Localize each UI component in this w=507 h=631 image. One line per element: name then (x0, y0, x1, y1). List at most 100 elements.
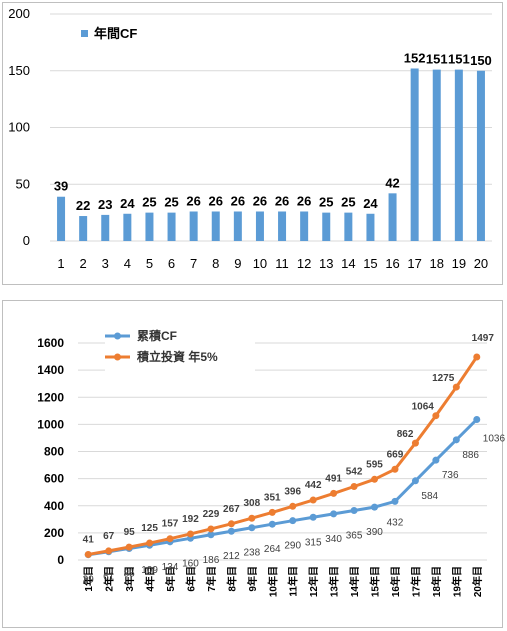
investment-data-label: 862 (397, 429, 414, 440)
cumulative-cf-point (207, 531, 215, 539)
legend-label: 累積CF (137, 328, 177, 343)
cumulative-cf-data-label: 315 (305, 537, 322, 548)
y-tick-label: 150 (8, 63, 30, 78)
x-tick-label: 19 (452, 256, 466, 271)
x-tick-label: 11年目 (287, 566, 300, 597)
bar-data-label: 26 (253, 193, 267, 208)
bar-data-label: 25 (142, 195, 156, 210)
investment-data-label: 192 (182, 514, 199, 525)
investment-data-label: 669 (387, 449, 404, 460)
investment-point (268, 508, 276, 516)
investment-point (452, 383, 460, 391)
legend-marker-cumulative (114, 332, 121, 340)
bar (123, 213, 132, 241)
bar-data-label: 22 (76, 198, 90, 213)
investment-point (146, 539, 154, 547)
x-tick-label: 16 (385, 256, 399, 271)
x-tick-label: 17 (407, 256, 421, 271)
cumulative-cf-point (432, 456, 440, 464)
bar-data-label: 26 (275, 193, 289, 208)
bar-data-label: 26 (297, 193, 311, 208)
x-tick-label: 6 (168, 256, 175, 271)
bar (476, 70, 485, 241)
x-tick-label: 12 (297, 256, 311, 271)
x-tick-label: 10年目 (266, 566, 279, 597)
x-tick-label: 9 (234, 256, 241, 271)
x-tick-label: 1年目 (82, 566, 95, 592)
x-tick-label: 17年目 (409, 566, 422, 597)
investment-point (186, 530, 194, 538)
investment-data-label: 595 (366, 459, 383, 470)
cumulative-cf-data-label: 290 (284, 541, 301, 552)
cumulative-cf-data-label: 61 (103, 572, 115, 583)
investment-data-label: 396 (284, 486, 301, 497)
cumulative-cf-data-label: 365 (346, 530, 363, 541)
bar (344, 212, 353, 241)
investment-point (411, 439, 419, 447)
bar-data-label: 25 (341, 195, 355, 210)
investment-data-label: 308 (243, 498, 260, 509)
bar-data-label: 25 (319, 195, 333, 210)
x-tick-label: 18年目 (430, 566, 443, 597)
cumulative-cf-point (309, 513, 317, 521)
x-tick-label: 15年目 (369, 566, 382, 597)
bar (145, 212, 154, 241)
cumulative-cf-data-label: 584 (421, 491, 438, 502)
x-tick-label: 10 (253, 256, 267, 271)
investment-data-label: 229 (203, 509, 220, 520)
bar-data-label: 151 (448, 52, 470, 67)
x-tick-label: 13年目 (328, 566, 341, 597)
cumulative-cf-data-label: 85 (124, 568, 136, 579)
cumulative-cf-point (411, 477, 419, 485)
cumulative-cf-data-label: 39 (83, 575, 95, 586)
investment-point (371, 475, 379, 483)
bar (410, 68, 419, 241)
bar (432, 69, 441, 242)
bar (278, 211, 287, 241)
investment-point (432, 412, 440, 420)
cumulative-cf-data-label: 264 (264, 544, 281, 555)
bar (388, 193, 397, 241)
investment-data-label: 267 (223, 504, 240, 515)
y-tick-label: 1600 (37, 336, 64, 350)
bar (79, 216, 88, 241)
legend-label: 年間CF (94, 26, 137, 41)
bar (322, 212, 331, 241)
bar-data-label: 24 (363, 196, 378, 211)
y-tick-label: 50 (16, 176, 30, 191)
investment-data-label: 1275 (432, 373, 455, 384)
y-tick-label: 800 (44, 445, 64, 459)
y-tick-label: 200 (44, 526, 64, 540)
y-tick-label: 600 (44, 472, 64, 486)
y-tick-label: 400 (44, 499, 64, 513)
investment-point (391, 465, 399, 473)
investment-data-label: 41 (83, 534, 95, 545)
x-tick-label: 2年目 (103, 566, 116, 592)
investment-point (309, 496, 317, 504)
x-tick-label: 2 (80, 256, 87, 271)
investment-data-label: 67 (103, 531, 115, 542)
bar-data-label: 25 (164, 195, 178, 210)
investment-point (350, 482, 358, 490)
bar-data-label: 24 (120, 196, 135, 211)
x-tick-label: 11 (275, 256, 289, 271)
bar-data-label: 150 (470, 53, 492, 68)
cumulative-cf-data-label: 109 (141, 565, 158, 576)
x-tick-label: 3年目 (123, 566, 136, 592)
cumulative-cf-point (248, 524, 256, 532)
x-tick-label: 14年目 (348, 566, 361, 597)
cumulative-cf-point (391, 497, 399, 505)
bar (300, 211, 309, 241)
bar (189, 211, 198, 241)
x-tick-label: 4 (124, 256, 131, 271)
investment-point (289, 502, 297, 510)
x-tick-label: 1 (57, 256, 64, 271)
x-tick-label: 14 (341, 256, 355, 271)
x-tick-label: 3 (102, 256, 109, 271)
bar (57, 196, 66, 241)
x-tick-label: 16年目 (389, 566, 402, 597)
bar (211, 211, 220, 241)
x-tick-label: 18 (430, 256, 444, 271)
investment-data-label: 95 (124, 527, 136, 538)
